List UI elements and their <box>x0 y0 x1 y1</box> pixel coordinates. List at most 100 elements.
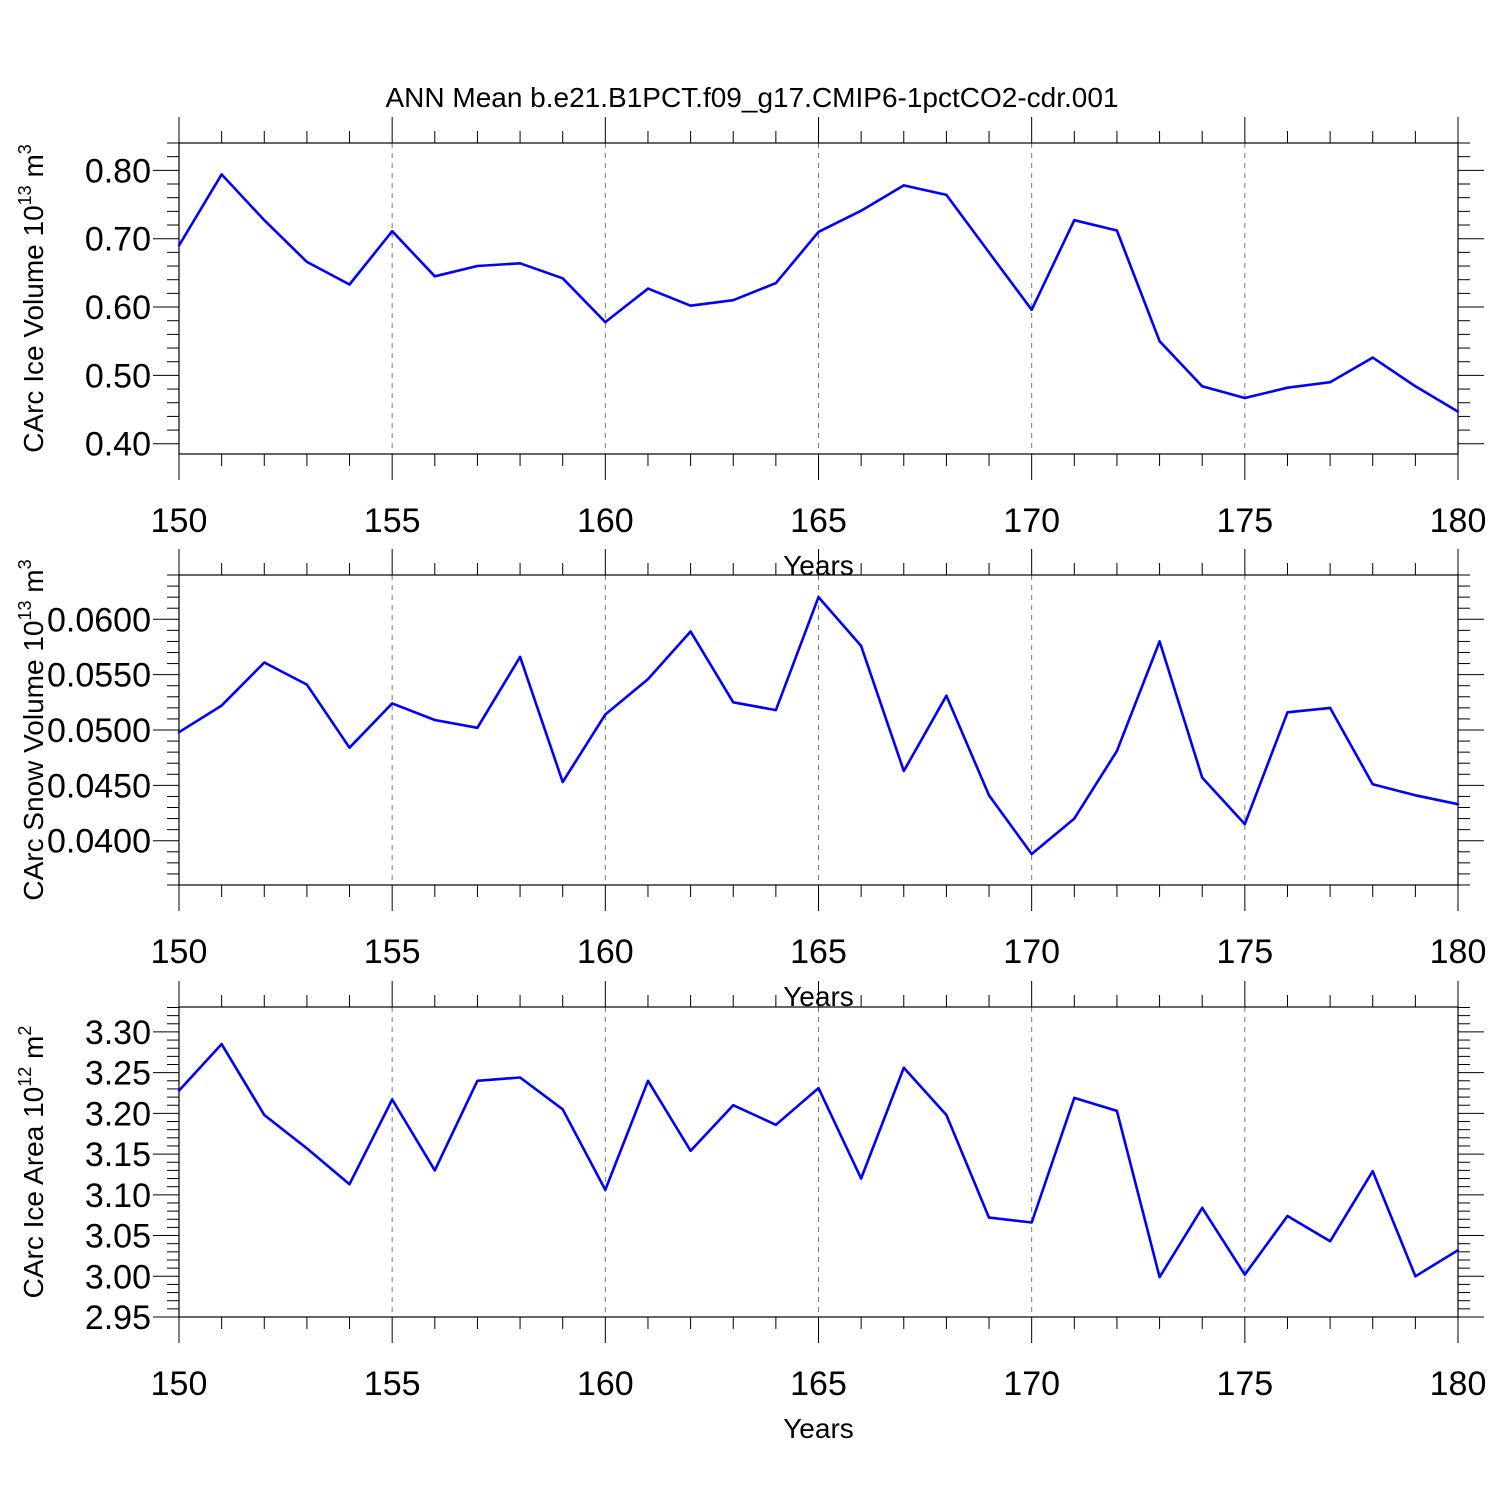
y-tick-label: 0.0400 <box>47 823 151 861</box>
data-point <box>1115 1109 1119 1113</box>
data-point <box>561 1108 564 1111</box>
data-point <box>1243 1273 1247 1276</box>
x-tick-label: 150 <box>151 933 208 971</box>
data-point <box>220 704 223 707</box>
data-point <box>1115 749 1119 753</box>
data-point <box>348 283 351 286</box>
data-point <box>433 1169 436 1172</box>
data-point <box>945 694 948 697</box>
y-tick-label: 3.25 <box>85 1055 151 1093</box>
data-point <box>646 287 650 290</box>
data-point <box>348 1183 351 1186</box>
data-point <box>1371 783 1374 786</box>
data-point <box>987 794 991 797</box>
data-point <box>1073 1096 1076 1100</box>
panel-3: 150 155 160 165 170 175 180 2.953.003.053.103.1… <box>15 981 1486 1444</box>
data-point <box>390 229 394 233</box>
y-tick-label: 3.30 <box>85 1014 151 1052</box>
data-point <box>689 304 692 307</box>
data-point <box>476 726 479 729</box>
data-point <box>1158 1275 1161 1279</box>
data-point <box>1414 385 1417 388</box>
data-point <box>774 708 778 712</box>
x-tick-label: 150 <box>151 1365 208 1403</box>
data-point <box>945 193 948 197</box>
data-point <box>689 1149 692 1153</box>
x-tick-label: 150 <box>151 502 208 540</box>
data-point <box>859 644 863 648</box>
data-point <box>1456 410 1460 413</box>
y-tick-label: 2.95 <box>85 1299 151 1337</box>
data-point <box>859 209 863 212</box>
data-point <box>732 299 735 302</box>
data-point <box>859 1177 863 1180</box>
data-point <box>1286 1214 1289 1218</box>
x-tick-label: 165 <box>790 1365 847 1403</box>
x-tick-label: 165 <box>790 933 847 971</box>
x-tick-label: 170 <box>1003 1365 1060 1403</box>
y-tick-label: 0.0450 <box>47 767 151 805</box>
panels: 150 155 160 165 170 175 180 0.40 0.50 0.60 0.70 0.8… <box>15 117 1486 1444</box>
x-tick-label: 180 <box>1430 502 1487 540</box>
plot-frame <box>178 142 1459 455</box>
data-point <box>305 683 309 686</box>
x-tick-label: 160 <box>577 1365 634 1403</box>
data-point <box>518 1076 522 1079</box>
x-tick-label: 180 <box>1430 1365 1487 1403</box>
data-point <box>561 780 564 784</box>
data-point <box>305 260 309 264</box>
x-tick-label: 155 <box>364 1365 421 1403</box>
data-point <box>1073 219 1076 222</box>
data-point <box>774 281 778 285</box>
y-axis-label: CArc Snow Volume 1013 m3 <box>15 559 49 900</box>
data-point <box>518 655 522 659</box>
data-point <box>390 702 394 705</box>
data-point <box>348 746 351 749</box>
chart-title: ANN Mean b.e21.B1PCT.f09_g17.CMIP6-1pctC… <box>385 82 1118 113</box>
data-point <box>902 1066 905 1069</box>
data-point <box>518 262 522 265</box>
data-point <box>902 184 905 187</box>
data-point <box>220 173 223 176</box>
data-point <box>1115 229 1119 232</box>
data-point <box>1243 396 1247 400</box>
x-tick-label: 175 <box>1216 502 1273 540</box>
data-point <box>689 630 692 633</box>
y-tick-label: 0.40 <box>85 426 151 464</box>
plot-frame <box>178 1006 1459 1318</box>
data-point <box>1158 640 1161 643</box>
y-tick-label: 3.05 <box>85 1218 151 1256</box>
data-point <box>476 264 479 268</box>
data-point <box>646 677 650 681</box>
data-point <box>774 1123 778 1126</box>
panel-2: 150 155 160 165 170 175 180 0.0400 0.0450 0.0500 0… <box>15 549 1486 1012</box>
y-tick-label: 0.0600 <box>47 601 151 639</box>
data-point <box>1414 1275 1417 1278</box>
data-point <box>902 769 905 773</box>
data-point <box>604 1188 607 1192</box>
y-tick-label: 0.80 <box>85 152 151 190</box>
data-point <box>263 661 266 664</box>
data-point <box>604 713 607 716</box>
x-axis-label: Years <box>783 1413 854 1444</box>
y-tick-label: 3.00 <box>85 1258 151 1296</box>
data-point <box>1456 1249 1460 1252</box>
data-point <box>817 595 820 599</box>
y-tick-label: 0.0500 <box>47 712 151 750</box>
x-tick-label: 170 <box>1003 502 1060 540</box>
data-point <box>604 320 607 324</box>
data-point <box>817 230 820 234</box>
data-point <box>1201 1206 1204 1210</box>
data-point <box>433 718 436 722</box>
data-point <box>177 244 181 247</box>
data-point <box>1030 1221 1033 1224</box>
data-point <box>177 731 181 734</box>
x-tick-label: 175 <box>1216 1365 1273 1403</box>
data-point <box>263 1113 266 1117</box>
data-point <box>1328 706 1332 710</box>
data-point <box>646 1079 650 1082</box>
data-point <box>817 1086 820 1090</box>
x-tick-label: 155 <box>364 502 421 540</box>
y-tick-label: 0.0550 <box>47 657 151 695</box>
